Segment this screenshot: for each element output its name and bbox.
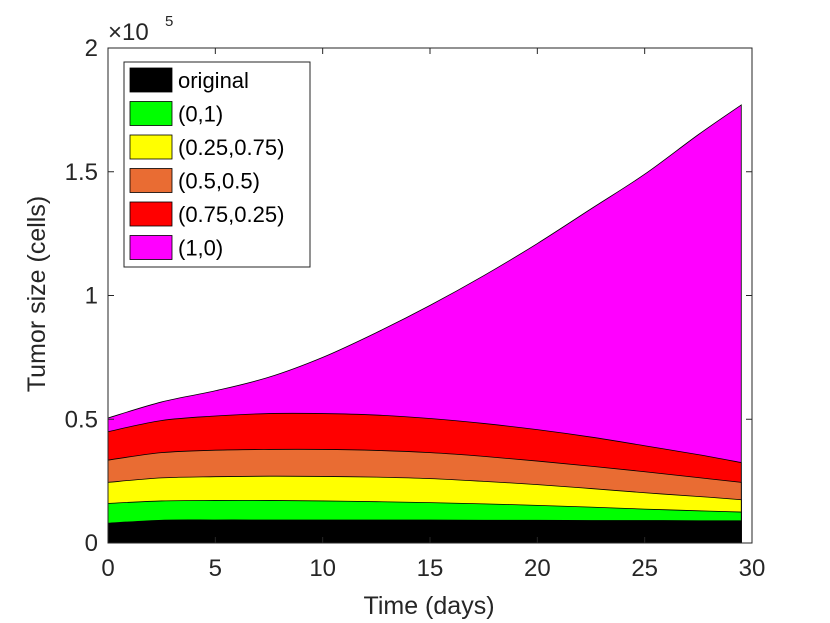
legend-swatch [129, 67, 173, 93]
y-tick-label: 1.5 [65, 159, 98, 186]
legend-swatch [129, 168, 173, 193]
x-tick-label: 25 [631, 555, 658, 582]
legend-swatch [129, 101, 173, 126]
y-tick-label: 0.5 [65, 406, 98, 433]
legend-label: (1,0) [178, 236, 223, 261]
area-layers [107, 104, 742, 544]
legend-swatch [129, 235, 173, 260]
legend-label: (0.25,0.75) [178, 135, 284, 160]
x-tick-label: 20 [524, 555, 551, 582]
legend-label: (0.5,0.5) [178, 169, 260, 194]
y-tick-label: 1 [85, 283, 98, 310]
legend-label: (0,1) [178, 102, 223, 127]
x-tick-label: 5 [209, 555, 222, 582]
area-original [107, 519, 742, 544]
y-axis-label: Tumor size (cells) [23, 196, 51, 392]
legend-swatch [129, 134, 173, 160]
y-axis-multiplier-base: ×10 [108, 19, 149, 46]
x-tick-label: 0 [101, 555, 114, 582]
x-tick-label: 15 [417, 555, 444, 582]
axis-tick-labels: 0 5 10 15 20 25 30 0 0.5 1 1.5 2 [65, 35, 766, 582]
legend-label: original [178, 68, 249, 93]
legend-swatch [129, 201, 173, 227]
y-axis-multiplier: ×10 5 [108, 13, 173, 46]
y-tick-label: 2 [85, 35, 98, 62]
y-tick-label: 0 [85, 530, 98, 557]
legend-box [123, 61, 311, 268]
legend: original (0,1) (0.25,0.75) (0.5,0.5) (0.75,0… [123, 61, 311, 268]
axis-ticks [107, 47, 753, 544]
x-axis-label: Time (days) [363, 592, 494, 620]
legend-label: (0.75,0.25) [178, 202, 284, 227]
x-tick-label: 10 [309, 555, 336, 582]
x-tick-label: 30 [739, 555, 766, 582]
y-axis-multiplier-exponent: 5 [165, 13, 173, 30]
